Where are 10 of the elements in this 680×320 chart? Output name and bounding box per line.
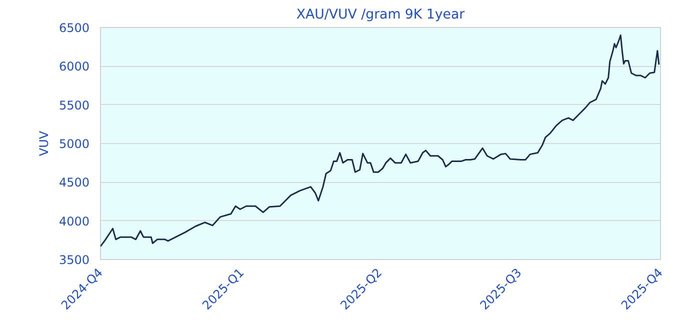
y-tick-label: 5500 bbox=[58, 98, 90, 112]
y-tick-label: 5000 bbox=[58, 137, 90, 151]
y-tick-label: 6500 bbox=[58, 21, 90, 35]
y-tick-label: 4000 bbox=[58, 214, 90, 228]
chart-title: XAU/VUV /gram 9K 1year bbox=[296, 8, 466, 22]
y-tick-label: 4500 bbox=[58, 176, 90, 190]
y-axis-title: VUV bbox=[36, 130, 51, 156]
y-tick-label: 6000 bbox=[58, 60, 90, 74]
line-series bbox=[100, 34, 660, 248]
y-tick-label: 3500 bbox=[58, 253, 90, 267]
